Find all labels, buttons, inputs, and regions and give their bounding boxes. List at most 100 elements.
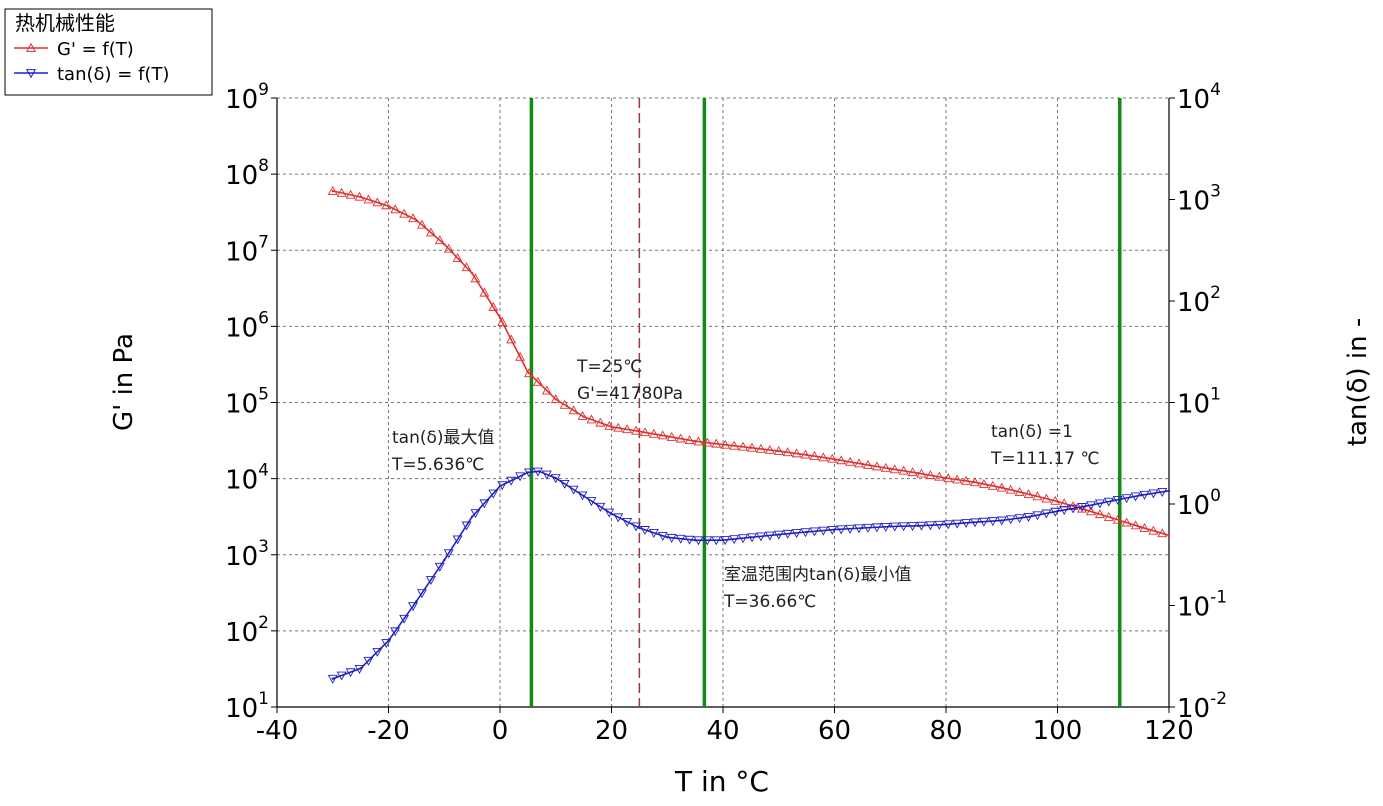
y-axis-label: G' in Pa bbox=[109, 333, 139, 431]
series-marker bbox=[818, 452, 829, 462]
series-marker bbox=[952, 519, 963, 529]
series-marker bbox=[1121, 517, 1132, 527]
series-marker bbox=[399, 614, 410, 624]
series-marker bbox=[648, 529, 659, 538]
data-point bbox=[415, 600, 418, 603]
y-tick-label: 105 bbox=[225, 385, 269, 420]
series-marker bbox=[871, 523, 882, 533]
series-marker bbox=[827, 525, 838, 535]
annotation-2-line-2: T=5.636℃ bbox=[391, 455, 484, 475]
series-1 bbox=[327, 185, 1171, 538]
series-marker bbox=[452, 535, 463, 545]
series-marker bbox=[532, 376, 543, 386]
series-marker bbox=[809, 527, 820, 537]
series-marker bbox=[515, 472, 526, 482]
series-marker bbox=[675, 534, 686, 544]
series-marker bbox=[336, 671, 347, 681]
series-marker bbox=[506, 476, 517, 486]
series-marker bbox=[1032, 491, 1043, 501]
series-marker bbox=[452, 252, 463, 262]
series-marker bbox=[390, 204, 401, 214]
series-marker bbox=[648, 428, 659, 438]
series-marker bbox=[515, 351, 526, 361]
series-marker bbox=[425, 576, 436, 586]
series-marker bbox=[416, 219, 427, 229]
series-marker bbox=[747, 533, 757, 543]
series-marker bbox=[907, 467, 918, 477]
series-marker bbox=[747, 442, 757, 452]
series-marker bbox=[880, 522, 891, 532]
series-marker bbox=[1103, 511, 1114, 521]
series-marker bbox=[363, 194, 374, 204]
series-marker bbox=[898, 465, 909, 475]
y-tick-label: 106 bbox=[225, 308, 269, 343]
y2-tick-label: 100 bbox=[1177, 486, 1221, 521]
series-marker bbox=[408, 602, 418, 612]
data-point bbox=[1112, 499, 1115, 502]
series-marker bbox=[559, 479, 570, 489]
series-marker bbox=[854, 524, 864, 534]
data-point bbox=[638, 526, 641, 530]
series-marker bbox=[1005, 515, 1016, 525]
data-point bbox=[666, 536, 669, 539]
series-marker bbox=[550, 474, 561, 484]
series-marker bbox=[782, 447, 793, 457]
legend-swatch-marker bbox=[25, 42, 37, 52]
x-tick-label: 40 bbox=[706, 716, 739, 746]
series-marker bbox=[568, 485, 579, 495]
series-marker bbox=[1041, 493, 1052, 503]
series-marker bbox=[434, 562, 445, 572]
series-marker bbox=[1130, 520, 1141, 530]
series-marker bbox=[559, 399, 570, 409]
series-marker bbox=[604, 508, 615, 518]
series-marker bbox=[738, 534, 749, 544]
data-point bbox=[1000, 519, 1003, 522]
annotation-4-line-1: tan(δ) =1 bbox=[991, 422, 1073, 442]
series-marker bbox=[934, 471, 945, 481]
series-marker bbox=[854, 458, 864, 468]
series-marker bbox=[987, 517, 998, 527]
series-marker bbox=[327, 674, 338, 684]
series-marker bbox=[399, 208, 410, 218]
series-marker bbox=[978, 478, 989, 488]
x-axis-label: T in °C bbox=[674, 765, 769, 798]
series-marker bbox=[541, 470, 552, 480]
series-marker bbox=[755, 532, 766, 542]
series-marker bbox=[577, 491, 588, 501]
y2-tick-label: 103 bbox=[1177, 182, 1221, 217]
series-marker bbox=[925, 521, 936, 531]
annotation-1-line-1: T=25℃ bbox=[576, 357, 642, 377]
series-marker bbox=[595, 502, 606, 512]
data-point bbox=[359, 667, 362, 670]
annotation-4-line-2: T=111.17 ℃ bbox=[990, 449, 1100, 469]
data-point bbox=[666, 435, 669, 438]
series-marker bbox=[381, 639, 392, 649]
annotation-2-line-1: tan(δ)最大值 bbox=[392, 428, 495, 448]
legend: 热机械性能 G' = f(T) tan(δ) = f(T) bbox=[4, 8, 213, 96]
data-point bbox=[498, 316, 502, 319]
series-marker bbox=[693, 536, 704, 546]
series-marker bbox=[416, 589, 427, 599]
series-marker bbox=[711, 438, 722, 448]
x-tick-label: -40 bbox=[256, 716, 298, 746]
series-marker bbox=[970, 518, 980, 528]
series-marker bbox=[684, 435, 695, 445]
x-tick-label: 120 bbox=[1144, 716, 1194, 746]
series-marker bbox=[961, 475, 972, 485]
series-marker bbox=[764, 531, 775, 541]
series-marker bbox=[1023, 489, 1034, 498]
series-marker bbox=[970, 477, 980, 487]
series-marker bbox=[889, 522, 900, 532]
y2-axis-label: tan(δ) in - bbox=[1343, 318, 1373, 446]
series-marker bbox=[1094, 509, 1105, 519]
series-marker bbox=[631, 522, 641, 532]
annotation-3-line-2: T=36.66℃ bbox=[723, 592, 816, 612]
annotations: T=25℃ G'=41780Pa tan(δ)最大值 T=5.636℃ 室温范围内tan… bbox=[391, 357, 1100, 612]
series-marker bbox=[800, 449, 811, 459]
series-marker bbox=[1148, 489, 1159, 499]
data-point bbox=[889, 467, 892, 470]
series-marker bbox=[470, 509, 481, 519]
series-marker bbox=[497, 481, 508, 491]
series-marker bbox=[943, 473, 954, 483]
